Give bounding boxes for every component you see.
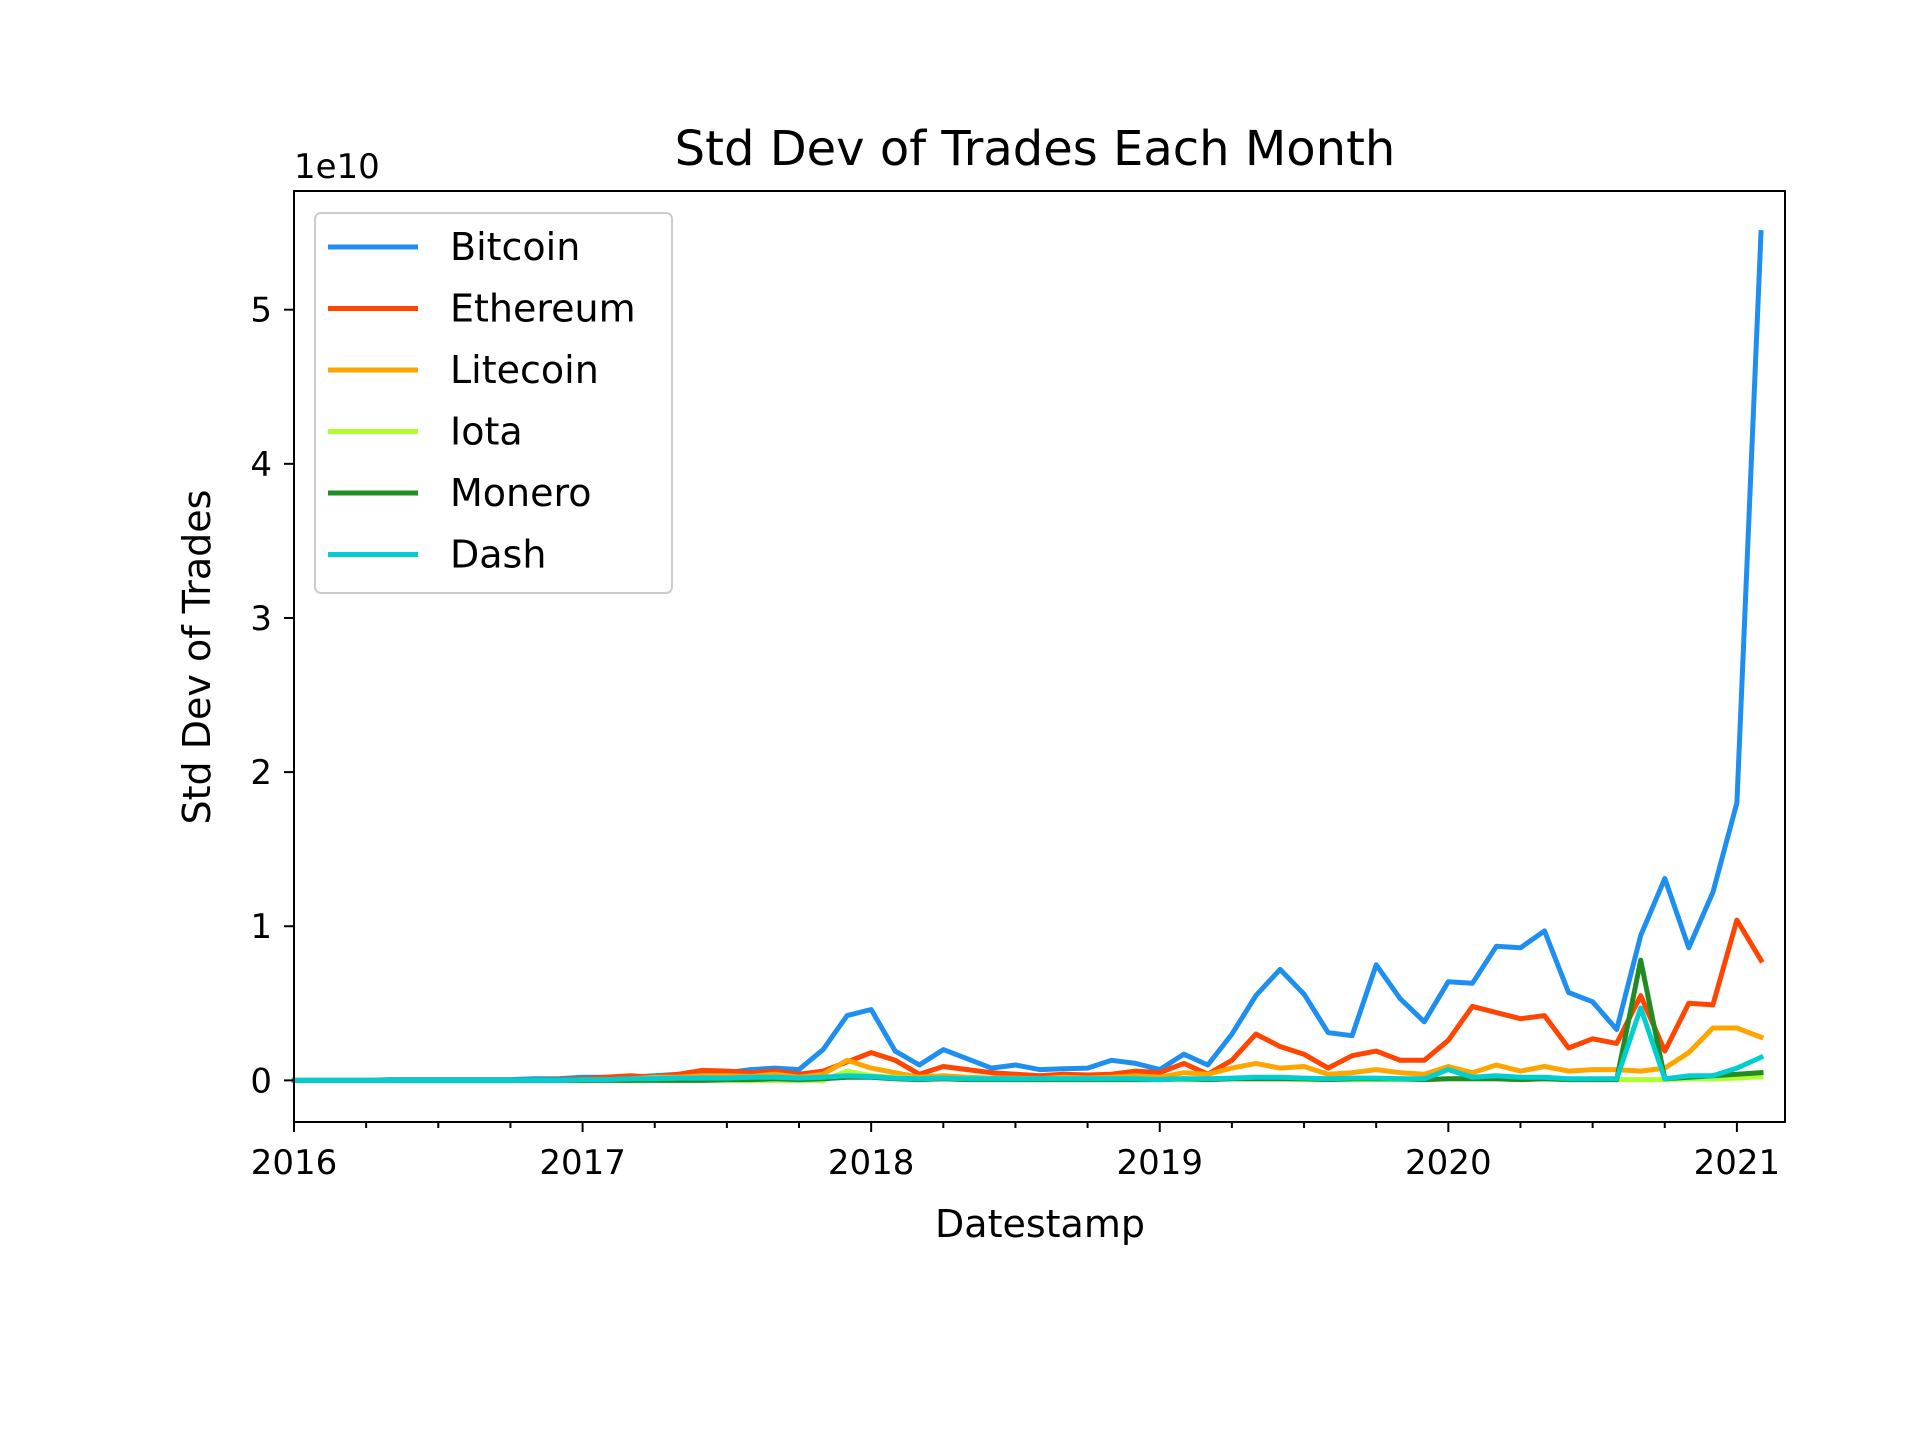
x-tick-label: 2017 xyxy=(539,1143,626,1183)
plot-frame xyxy=(293,190,1786,1123)
x-tick-label: 2020 xyxy=(1405,1143,1492,1183)
x-tick-label: 2018 xyxy=(828,1143,915,1183)
y-tick-label: 0 xyxy=(250,1061,272,1101)
x-axis-label: Datestamp xyxy=(935,1202,1145,1246)
x-tick-label: 2021 xyxy=(1694,1143,1781,1183)
y-axis-ticks: 0 1 2 3 4 5 xyxy=(250,291,294,1101)
legend-label-iota: Iota xyxy=(450,410,523,454)
y-tick-label: 4 xyxy=(250,445,272,485)
x-axis-ticks: 2016 2017 2018 2019 2020 2021 xyxy=(251,1122,1780,1183)
x-tick-label: 2019 xyxy=(1116,1143,1203,1183)
x-tick-label: 2016 xyxy=(251,1143,338,1183)
legend-label-litecoin: Litecoin xyxy=(450,348,599,392)
y-tick-label: 2 xyxy=(250,753,272,793)
plot-series-group xyxy=(291,229,1765,1083)
legend-label-monero: Monero xyxy=(450,471,592,515)
legend-label-ethereum: Ethereum xyxy=(450,287,636,331)
legend-label-dash: Dash xyxy=(450,533,546,577)
legend: Bitcoin Ethereum Litecoin Iota Monero Dash xyxy=(314,212,673,594)
y-tick-label: 3 xyxy=(250,599,272,639)
y-axis-offset-label: 1e10 xyxy=(294,147,380,187)
y-axis-label: Std Dev of Trades xyxy=(175,490,219,825)
chart-title: Std Dev of Trades Each Month xyxy=(675,121,1396,177)
y-tick-label: 5 xyxy=(250,291,272,331)
series-line-dash xyxy=(291,1005,1765,1083)
legend-label-bitcoin: Bitcoin xyxy=(450,225,580,269)
y-tick-label: 1 xyxy=(250,907,272,947)
